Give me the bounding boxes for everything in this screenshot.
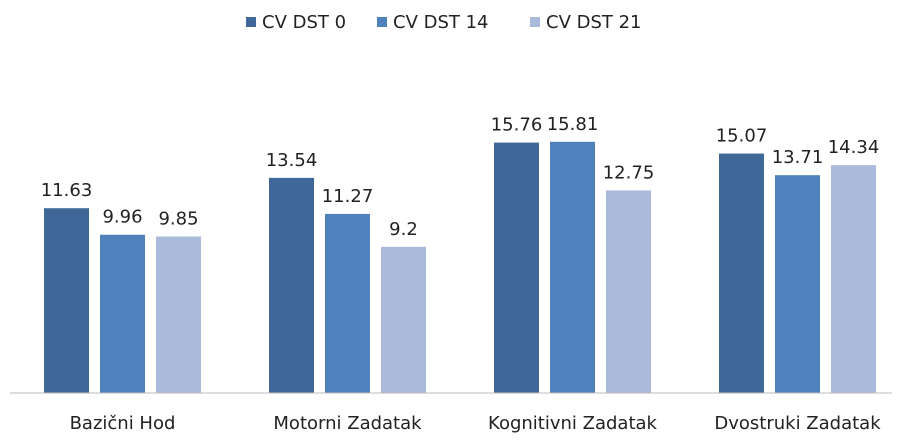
data-label: 11.27 bbox=[322, 186, 374, 207]
data-label: 13.71 bbox=[772, 147, 824, 168]
bar bbox=[606, 190, 651, 393]
data-label: 15.07 bbox=[716, 126, 768, 147]
data-label: 12.75 bbox=[603, 162, 655, 183]
bar bbox=[100, 234, 145, 393]
bar bbox=[494, 142, 539, 393]
data-label: 9.96 bbox=[102, 207, 142, 228]
data-label: 9.2 bbox=[389, 219, 418, 240]
legend-swatch bbox=[530, 17, 540, 27]
x-tick-label: Bazični Hod bbox=[70, 413, 176, 434]
bar bbox=[719, 153, 764, 393]
data-label: 9.85 bbox=[158, 208, 198, 229]
x-tick-label: Motorni Zadatak bbox=[273, 413, 422, 434]
legend-swatch bbox=[377, 17, 387, 27]
x-tick-label: Dvostruki Zadatak bbox=[714, 413, 881, 434]
bar bbox=[550, 141, 595, 393]
bar bbox=[381, 246, 426, 393]
legend-label: CV DST 0 bbox=[262, 12, 346, 33]
data-label: 15.76 bbox=[491, 115, 543, 136]
data-label: 11.63 bbox=[41, 180, 93, 201]
legend-swatch bbox=[246, 17, 256, 27]
legend-label: CV DST 14 bbox=[393, 12, 489, 33]
data-label: 15.81 bbox=[547, 114, 599, 135]
data-label: 13.54 bbox=[266, 150, 318, 171]
bar bbox=[775, 175, 820, 393]
bar bbox=[325, 213, 370, 393]
bar bbox=[269, 177, 314, 393]
bar bbox=[156, 236, 201, 393]
x-tick-label: Kognitivni Zadatak bbox=[488, 413, 658, 434]
legend-label: CV DST 21 bbox=[546, 12, 642, 33]
data-label: 14.34 bbox=[828, 137, 880, 158]
bar bbox=[44, 208, 89, 393]
bar bbox=[831, 165, 876, 393]
